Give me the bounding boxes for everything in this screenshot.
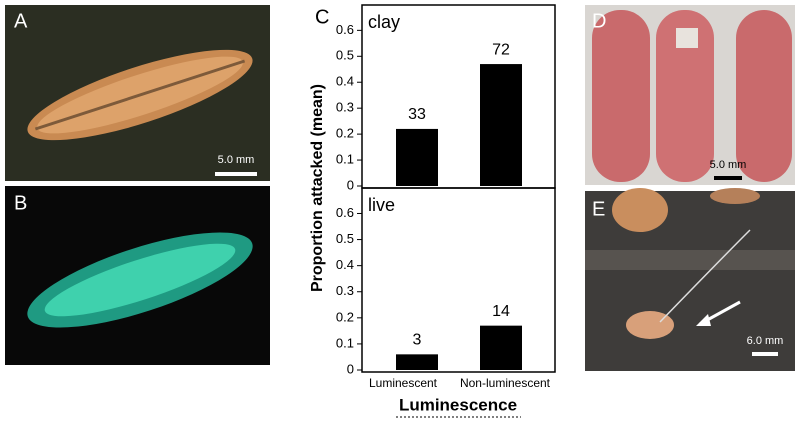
photo-a: A 5.0 mm — [5, 5, 270, 181]
y-tick-label: 0.2 — [336, 126, 354, 141]
scale-bar-label: 5.0 mm — [710, 159, 747, 171]
y-tick-label: 0.1 — [336, 335, 354, 350]
scale-bar-label: 6.0 mm — [747, 335, 784, 347]
y-tick-label: 0.5 — [336, 231, 354, 246]
x-axis-label: Luminescence — [399, 395, 517, 414]
panel-label: D — [592, 10, 606, 32]
panel-label: E — [592, 198, 605, 220]
panel-label: C — [315, 6, 329, 28]
y-tick-label: 0.3 — [336, 283, 354, 298]
subplot-title: clay — [368, 12, 400, 32]
scale-bar-label: 5.0 mm — [218, 154, 255, 166]
bar — [396, 128, 438, 186]
y-tick-label: 0 — [347, 177, 354, 192]
y-tick-label: 0.5 — [336, 48, 354, 63]
bar — [480, 64, 522, 186]
y-tick-label: 0.4 — [336, 74, 354, 89]
panel-label: B — [14, 192, 27, 214]
y-tick-label: 0.1 — [336, 151, 354, 166]
bar — [396, 354, 438, 370]
plot-frame — [361, 187, 556, 373]
chart-c: 0 0.1 0.2 0.3 0.4 0.5 0.6 C clay 33 72 Proportion a… — [309, 4, 556, 418]
count-label: 14 — [492, 303, 510, 320]
y-tick-label: 0 — [347, 361, 354, 376]
x-tick-label: Luminescent — [369, 376, 438, 390]
count-label: 72 — [492, 41, 510, 58]
panel-label: A — [14, 10, 28, 32]
count-label: 33 — [408, 106, 426, 123]
photo-d: D 5.0 mm — [585, 5, 795, 185]
y-tick-label: 0.2 — [336, 309, 354, 324]
bar — [480, 325, 522, 370]
photo-e: E 6.0 mm — [585, 188, 795, 371]
photo-b: B — [5, 186, 270, 365]
y-tick-label: 0.6 — [336, 205, 354, 220]
x-tick-label: Non-luminescent — [460, 376, 551, 390]
subplot-title: live — [368, 195, 395, 215]
plot-frame — [361, 4, 556, 189]
y-tick-label: 0.4 — [336, 257, 354, 272]
count-label: 3 — [413, 332, 422, 349]
y-tick-label: 0.3 — [336, 100, 354, 115]
y-tick-label: 0.6 — [336, 22, 354, 37]
y-axis-label: Proportion attacked (mean) — [309, 84, 326, 292]
